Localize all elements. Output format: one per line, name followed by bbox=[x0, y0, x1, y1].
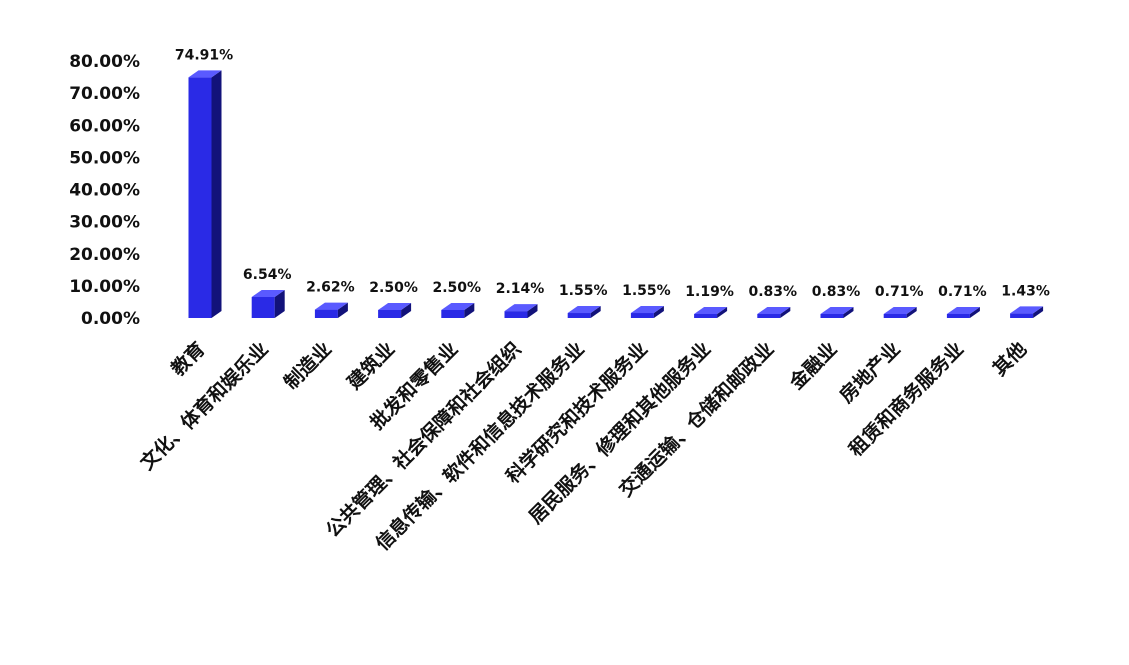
bar bbox=[694, 307, 728, 318]
bar-front bbox=[441, 309, 465, 318]
bar-front bbox=[378, 309, 402, 318]
bar-top bbox=[251, 289, 285, 297]
bar bbox=[630, 306, 664, 318]
x-category-label: 租赁和商务服务业 bbox=[844, 337, 968, 461]
data-label: 0.83% bbox=[812, 284, 861, 300]
bar-front bbox=[504, 311, 528, 318]
bar-front bbox=[820, 314, 844, 318]
y-tick-label: 60.00% bbox=[69, 116, 140, 136]
bar-side bbox=[969, 307, 980, 318]
bar-front bbox=[694, 314, 718, 318]
bar-side bbox=[1033, 306, 1044, 318]
bars bbox=[188, 70, 1044, 318]
bar bbox=[757, 307, 791, 318]
bar-top bbox=[441, 302, 475, 310]
x-category-label: 金融业 bbox=[784, 337, 841, 394]
bar-side bbox=[717, 307, 728, 318]
bar-top bbox=[504, 304, 538, 312]
bar-top bbox=[820, 307, 854, 314]
x-category-label: 制造业 bbox=[279, 337, 336, 394]
bar bbox=[251, 289, 285, 318]
y-tick-label: 0.00% bbox=[81, 309, 140, 329]
bar-side bbox=[527, 304, 538, 318]
x-category-label: 教育 bbox=[166, 337, 209, 380]
bar-side bbox=[211, 70, 222, 318]
bar-top bbox=[630, 306, 664, 314]
bar-front bbox=[630, 313, 654, 318]
bar bbox=[504, 304, 538, 318]
bar-top bbox=[314, 302, 348, 310]
bar-side bbox=[843, 307, 854, 318]
data-label: 2.14% bbox=[496, 281, 545, 297]
y-tick-label: 30.00% bbox=[69, 213, 140, 233]
bar-side bbox=[337, 302, 348, 318]
bar bbox=[883, 307, 917, 318]
data-label: 2.50% bbox=[369, 280, 418, 296]
data-label: 6.54% bbox=[243, 267, 292, 283]
bar-front bbox=[251, 296, 275, 318]
bar-front bbox=[188, 77, 212, 318]
bar-side bbox=[906, 307, 917, 318]
bar-front bbox=[946, 314, 970, 318]
bar bbox=[441, 302, 475, 318]
bar-front bbox=[314, 309, 338, 318]
data-label: 74.91% bbox=[175, 47, 233, 63]
bar-top bbox=[1010, 306, 1044, 314]
data-label: 0.83% bbox=[749, 284, 798, 300]
y-axis-ticks: 0.00% 10.00% 20.00% 30.00% 40.00% 50.00% 60.00… bbox=[69, 52, 140, 329]
data-label: 1.55% bbox=[622, 283, 671, 299]
y-tick-label: 50.00% bbox=[69, 148, 140, 168]
y-tick-label: 80.00% bbox=[69, 52, 140, 72]
bar bbox=[314, 302, 348, 318]
bar-side bbox=[274, 289, 285, 318]
bar-top bbox=[946, 307, 980, 314]
data-label: 0.71% bbox=[938, 284, 987, 300]
data-label: 1.43% bbox=[1001, 283, 1050, 299]
bar bbox=[378, 302, 412, 318]
data-label: 2.62% bbox=[306, 280, 355, 296]
x-category-label: 建筑业 bbox=[343, 337, 400, 394]
bar-top bbox=[188, 70, 222, 78]
bar bbox=[567, 306, 601, 318]
bar-front bbox=[567, 313, 591, 318]
data-label: 2.50% bbox=[433, 280, 482, 296]
y-tick-label: 20.00% bbox=[69, 245, 140, 265]
bar-side bbox=[464, 302, 475, 318]
bar-top bbox=[757, 307, 791, 314]
bar-top bbox=[694, 307, 728, 314]
bar-side bbox=[653, 306, 664, 318]
y-tick-label: 10.00% bbox=[69, 277, 140, 297]
bar bbox=[946, 307, 980, 318]
bar-front bbox=[757, 314, 781, 318]
bar-top bbox=[378, 302, 412, 310]
bar-front bbox=[1010, 313, 1034, 318]
bar bbox=[188, 70, 222, 318]
bar-side bbox=[780, 307, 791, 318]
data-label: 1.55% bbox=[559, 283, 608, 299]
data-label: 1.19% bbox=[685, 284, 734, 300]
bar-top bbox=[883, 307, 917, 314]
y-tick-label: 40.00% bbox=[69, 181, 140, 201]
data-label: 0.71% bbox=[875, 284, 924, 300]
bar bbox=[820, 307, 854, 318]
bar-side bbox=[590, 306, 601, 318]
bar bbox=[1010, 306, 1044, 318]
bar-side bbox=[401, 302, 412, 318]
x-category-label: 其他 bbox=[988, 337, 1031, 380]
data-labels: 74.91% 6.54% 2.62% 2.50% 2.50% 2.14% 1.55% 1.55… bbox=[175, 47, 1050, 300]
bar-top bbox=[567, 306, 601, 314]
bar-front bbox=[883, 314, 907, 318]
y-tick-label: 70.00% bbox=[69, 84, 140, 104]
